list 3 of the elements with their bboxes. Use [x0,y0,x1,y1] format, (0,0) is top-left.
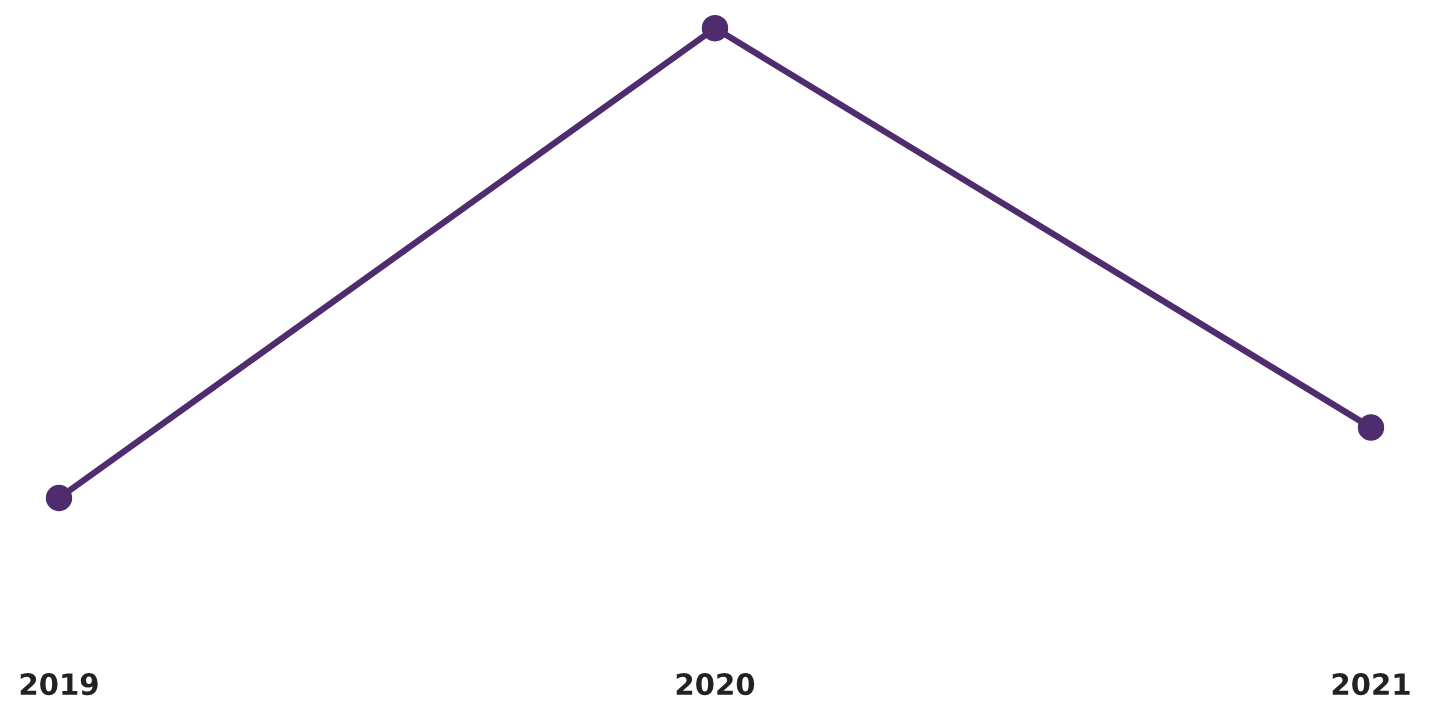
x-tick-label: 2021 [1332,673,1410,696]
x-tick-label: 2019 [20,673,98,696]
x-tick-label: 2020 [676,673,755,696]
